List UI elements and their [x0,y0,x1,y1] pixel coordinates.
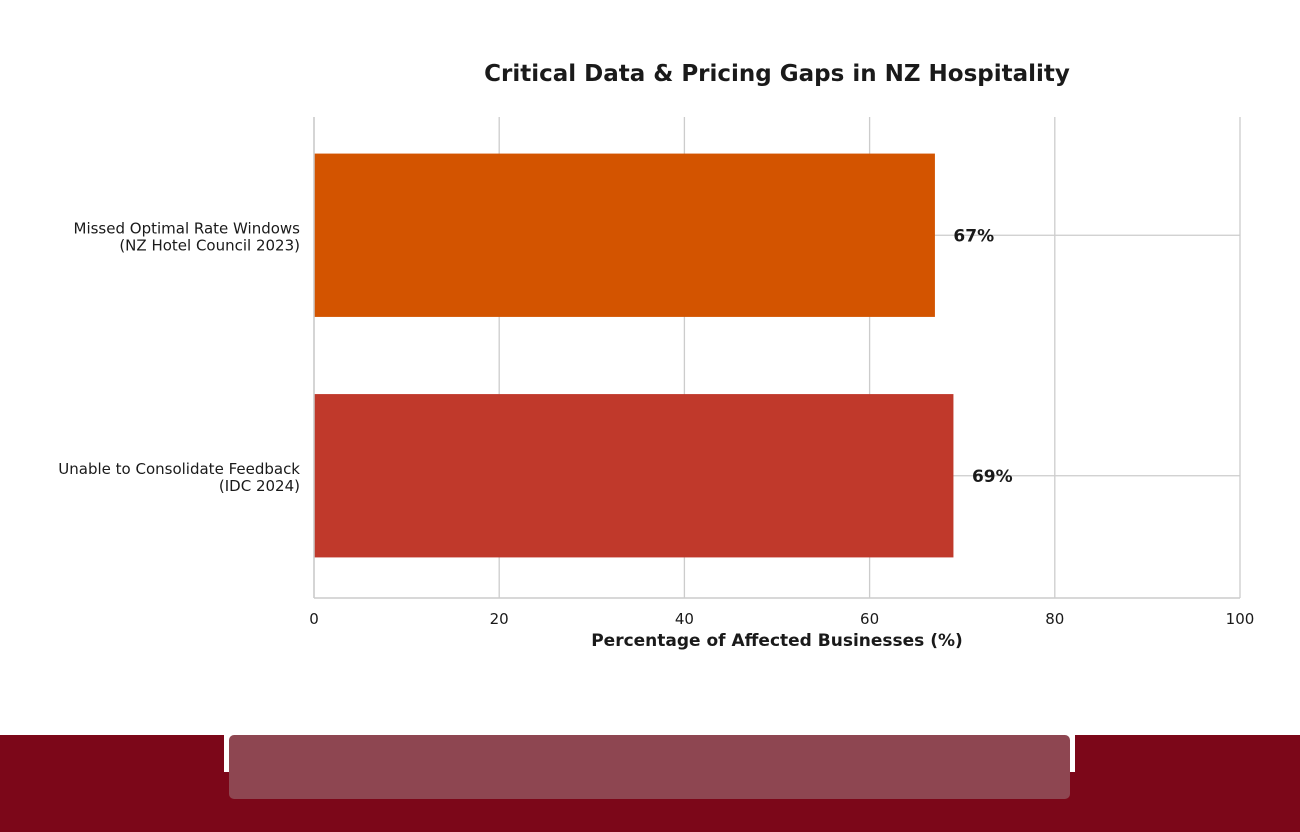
x-tick-label: 60 [860,610,879,628]
category-label: Missed Optimal Rate Windows [74,219,301,237]
bar [313,394,954,558]
bar-value-label: 69% [972,467,1013,487]
category-label-source: (NZ Hotel Council 2023) [119,236,300,254]
category-label-source: (IDC 2024) [219,477,300,495]
x-tick-label: 80 [1045,610,1064,628]
chart-title: Critical Data & Pricing Gaps in NZ Hospi… [484,61,1070,87]
x-tick-label: 0 [309,610,319,628]
x-tick-label: 40 [675,610,694,628]
bars: 67% 69% [313,153,1013,558]
footer-center-panel [229,735,1070,799]
bar [313,153,935,317]
x-axis-label: Percentage of Affected Businesses (%) [591,631,963,651]
bar-value-label: 67% [953,226,994,246]
x-tick-label: 20 [490,610,509,628]
chart: Critical Data & Pricing Gaps in NZ Hospi… [58,61,1254,651]
axes: Missed Optimal Rate Windows(NZ Hotel Cou… [58,117,1254,628]
x-tick-label: 100 [1226,610,1255,628]
footer-right-tab [1075,735,1300,832]
category-label: Unable to Consolidate Feedback [58,460,300,478]
footer-bar [0,735,1300,832]
footer-left-tab [0,735,224,832]
